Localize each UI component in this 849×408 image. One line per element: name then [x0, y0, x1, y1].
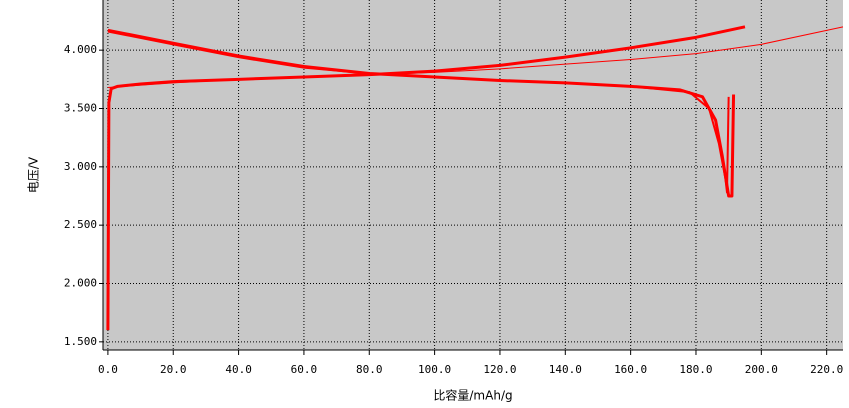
x-tick-label: 140.0: [549, 363, 582, 376]
x-tick-label: 0.0: [98, 363, 118, 376]
data-line: [107, 30, 730, 194]
x-tick-label: 160.0: [614, 363, 647, 376]
x-tick-label: 80.0: [356, 363, 383, 376]
x-tick-label: 60.0: [291, 363, 318, 376]
y-tick-label: 3.500: [64, 102, 97, 115]
x-tick-label: 40.0: [225, 363, 252, 376]
y-tick-label: 2.000: [64, 277, 97, 290]
x-tick-label: 20.0: [160, 363, 187, 376]
x-tick-label: 180.0: [679, 363, 712, 376]
x-tick-label: 100.0: [418, 363, 451, 376]
y-tick-label: 1.500: [64, 335, 97, 348]
y-tick-label: 4.000: [64, 43, 97, 56]
data-line: [107, 26, 844, 88]
y-axis-title: 电压/V: [27, 156, 41, 193]
y-tick-label: 2.500: [64, 218, 97, 231]
x-tick-label: 220.0: [810, 363, 843, 376]
plot-area: [103, 0, 843, 350]
y-tick-label: 3.000: [64, 160, 97, 173]
x-tick-label: 120.0: [483, 363, 516, 376]
x-tick-label: 200.0: [745, 363, 778, 376]
x-axis-title: 比容量/mAh/g: [433, 388, 512, 403]
